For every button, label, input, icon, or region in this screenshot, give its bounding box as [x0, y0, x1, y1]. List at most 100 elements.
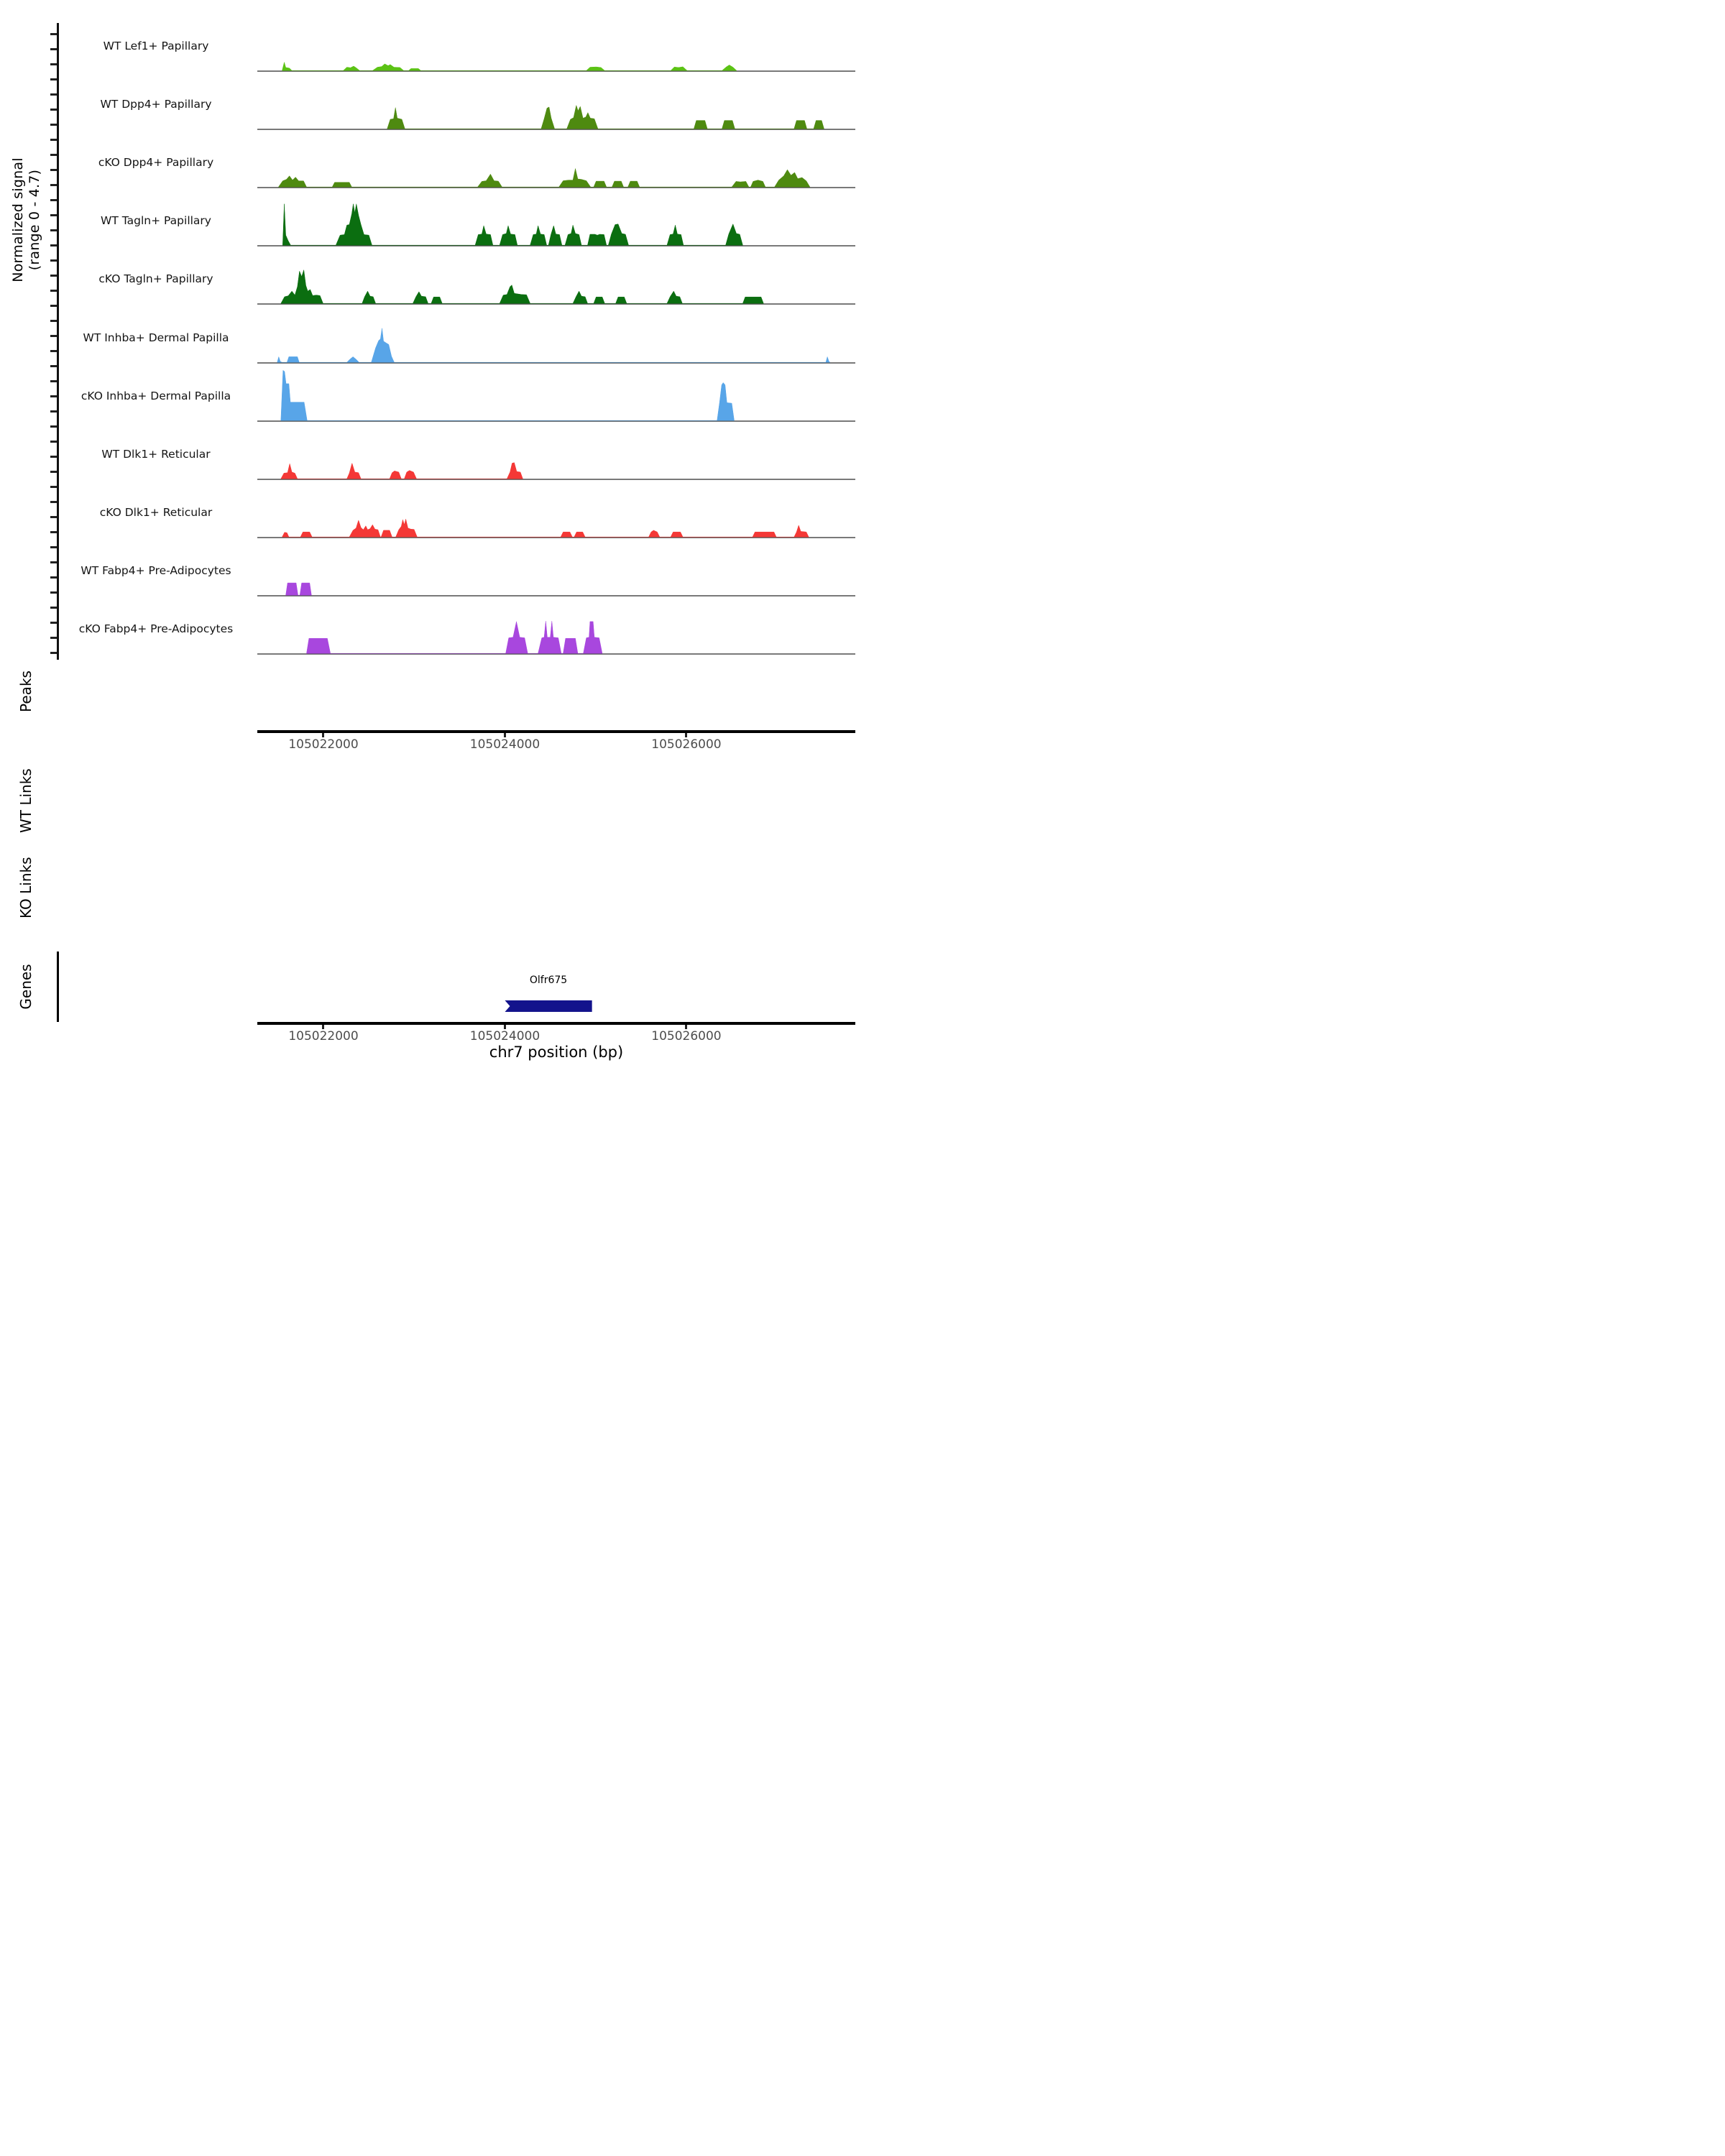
coverage-area	[280, 462, 523, 479]
track-label: WT Tagln+ Papillary	[101, 214, 211, 228]
coverage-area	[285, 582, 312, 596]
y-axis-tick	[50, 109, 57, 111]
genome-axis-tick-label: 105022000	[288, 1029, 359, 1044]
track-signal	[257, 582, 855, 596]
track-label: cKO Fabp4+ Pre-Adipocytes	[78, 622, 234, 635]
section-label-peaks: Peaks	[17, 671, 34, 712]
track-label: cKO Dlk1+ Reticular	[99, 505, 213, 519]
x-axis-label: chr7 position (bp)	[489, 1044, 624, 1061]
track-signal	[257, 462, 855, 480]
y-axis-tick	[50, 124, 57, 126]
y-axis-tick	[50, 365, 57, 367]
section-label-wt-links: WT Links	[17, 768, 34, 833]
track-label: cKO Inhba+ Dermal Papilla	[80, 389, 231, 402]
y-axis-tick	[50, 456, 57, 458]
y-axis-tick	[50, 652, 57, 654]
y-axis-tick	[50, 214, 57, 216]
y-axis-tick	[50, 139, 57, 141]
track-signal	[257, 270, 855, 305]
y-axis-tick	[50, 607, 57, 609]
track-signal	[257, 518, 855, 538]
y-axis-tick	[50, 154, 57, 156]
y-axis-label-line2: (range 0 - 4.7)	[27, 169, 42, 271]
track-label: WT Inhba+ Dermal Papilla	[83, 331, 229, 344]
y-axis-tick	[50, 184, 57, 186]
track-signal	[257, 61, 855, 72]
y-axis-line	[57, 23, 59, 660]
section-label-ko-links: KO Links	[17, 857, 34, 919]
track-signal	[257, 203, 855, 247]
track-label: WT Dpp4+ Papillary	[100, 98, 212, 111]
coverage-area	[280, 369, 735, 421]
genome-axis-tick	[503, 733, 506, 737]
y-axis-tick	[50, 320, 57, 322]
genome-axis-tick-label: 105022000	[288, 737, 359, 752]
y-axis-tick	[50, 229, 57, 231]
coverage-area	[277, 168, 811, 188]
y-axis-label-line1: Normalized signal	[10, 157, 26, 282]
y-axis-tick	[50, 486, 57, 488]
track-signal	[257, 328, 855, 364]
y-axis-tick	[50, 471, 57, 473]
coverage-area	[387, 104, 824, 129]
y-axis-tick	[50, 305, 57, 307]
genome-browser-figure: Normalized signal (range 0 - 4.7) WT Lef…	[0, 0, 862, 1078]
genome-axis-tick-label: 105026000	[651, 737, 722, 752]
genome-axis-tick-label: 105024000	[469, 1029, 540, 1044]
y-axis-tick	[50, 78, 57, 80]
coverage-area	[306, 621, 603, 654]
coverage-area	[282, 61, 737, 71]
track-label: WT Lef1+ Papillary	[103, 40, 209, 52]
y-axis-tick	[50, 591, 57, 594]
y-axis-tick	[50, 48, 57, 50]
y-axis-tick	[50, 199, 57, 201]
y-axis-tick	[50, 576, 57, 579]
track-label: WT Fabp4+ Pre-Adipocytes	[80, 563, 231, 577]
y-axis-tick	[50, 290, 57, 292]
gene-name-label: Olfr675	[529, 975, 568, 986]
y-axis-tick	[50, 425, 57, 428]
track-signal	[257, 369, 855, 422]
section-label-genes: Genes	[17, 964, 34, 1010]
coverage-area	[282, 518, 809, 538]
y-axis-tick	[50, 441, 57, 443]
genome-axis-tick	[685, 733, 688, 737]
genome-axis-tick-label: 105024000	[469, 737, 540, 752]
track-signal	[257, 104, 855, 130]
genome-axis-tick	[685, 1025, 688, 1029]
genes-axis-bracket	[57, 952, 59, 1022]
coverage-area	[277, 328, 831, 362]
y-axis-tick	[50, 244, 57, 247]
y-axis-tick	[50, 561, 57, 563]
bottom-axis-line	[257, 1022, 855, 1025]
genome-axis-tick	[503, 1025, 506, 1029]
y-axis-tick	[50, 501, 57, 503]
y-axis-tick	[50, 410, 57, 413]
gene-body-bar	[505, 1000, 592, 1012]
genome-axis-tick	[322, 733, 325, 737]
peaks-axis-line	[257, 730, 855, 733]
y-axis-label: Normalized signal (range 0 - 4.7)	[10, 137, 43, 303]
y-axis-tick	[50, 63, 57, 65]
y-axis-tick	[50, 335, 57, 337]
track-label: cKO Tagln+ Papillary	[98, 272, 213, 286]
genome-axis-tick	[322, 1025, 325, 1029]
y-axis-tick	[50, 622, 57, 624]
y-axis-tick	[50, 33, 57, 35]
coverage-area	[282, 203, 743, 246]
coverage-area	[280, 270, 764, 304]
y-axis-tick	[50, 275, 57, 277]
y-axis-tick	[50, 380, 57, 382]
y-axis-tick	[50, 93, 57, 96]
track-signal	[257, 168, 855, 188]
track-label: WT Dlk1+ Reticular	[101, 447, 211, 461]
track-signal	[257, 621, 855, 655]
y-axis-tick	[50, 259, 57, 262]
y-axis-tick	[50, 395, 57, 397]
y-axis-tick	[50, 350, 57, 352]
y-axis-tick	[50, 637, 57, 639]
genome-axis-tick-label: 105026000	[651, 1029, 722, 1044]
y-axis-tick	[50, 531, 57, 533]
y-axis-tick	[50, 516, 57, 518]
track-label: cKO Dpp4+ Papillary	[98, 156, 214, 170]
